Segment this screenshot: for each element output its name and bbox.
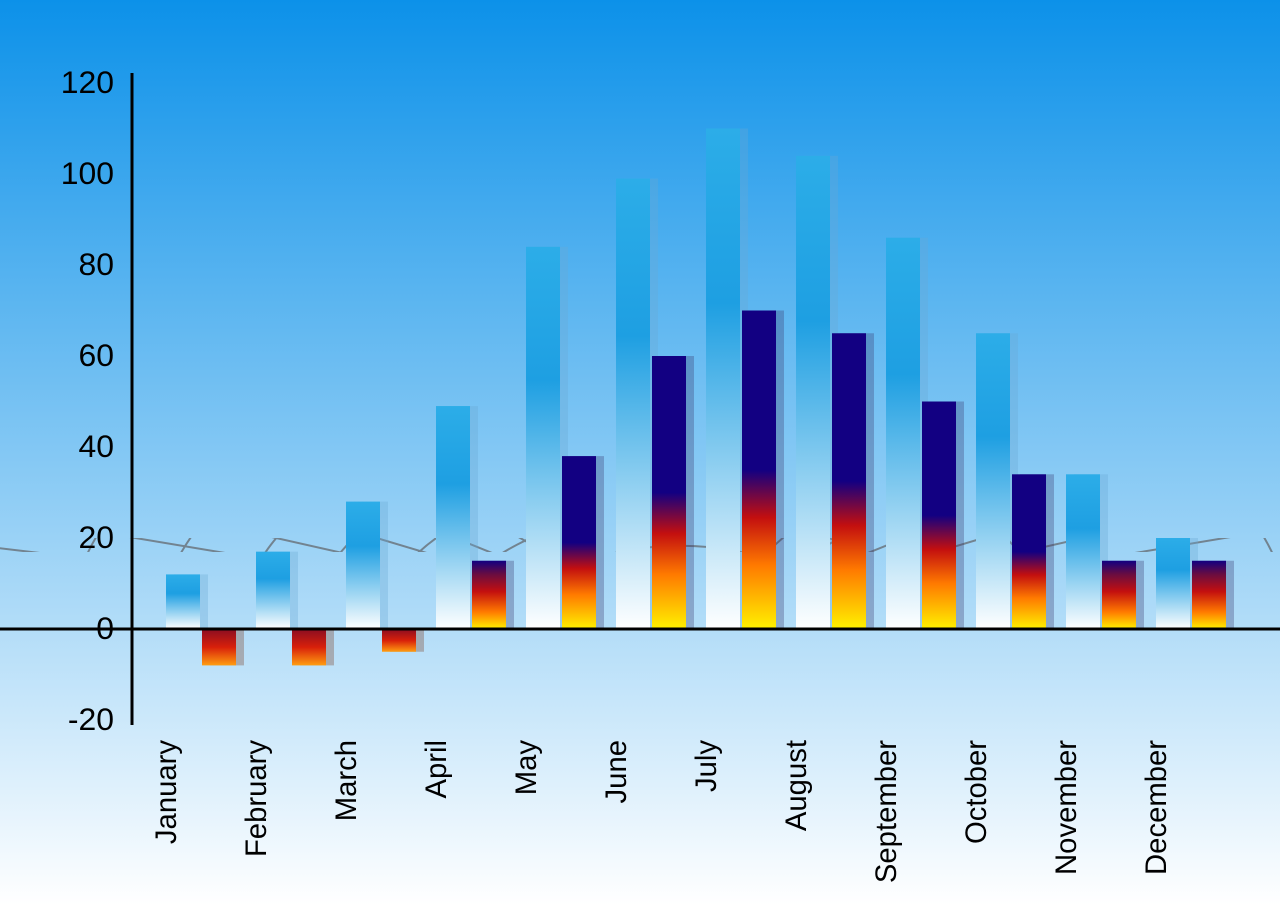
bar-series2 [562,456,596,629]
y-tick-label: 40 [79,428,115,464]
bar-series1 [886,238,920,629]
bar-series1 [1066,474,1100,629]
bar-series2 [832,333,866,629]
bar-series1 [616,179,650,629]
bar-series2 [652,356,686,629]
category-label: June [601,740,633,803]
chart-svg: -20 0 20 40 60 80 100 120 January February March A… [0,0,1280,905]
bar-series2 [202,629,236,665]
bar-series1 [796,156,830,629]
bar-series1 [346,502,380,629]
bar-series1 [976,333,1010,629]
bar-series1 [1156,538,1190,629]
category-label: February [241,740,273,857]
category-label: March [331,740,363,821]
monthly-bar-chart: -20 0 20 40 60 80 100 120 January February March A… [0,0,1280,905]
y-tick-label: 80 [79,246,115,282]
bar-series1 [706,129,740,630]
bar-series2 [1192,561,1226,629]
y-tick-label: 100 [61,155,114,191]
category-label: August [781,740,813,831]
category-label: May [511,740,543,796]
bar-series1 [436,406,470,629]
y-tick-label: 20 [79,519,115,555]
y-tick-label: -20 [68,701,114,737]
y-tick-label: 60 [79,337,115,373]
bar-series1 [166,574,200,629]
bar-series2 [922,402,956,630]
category-label: December [1141,740,1173,875]
category-label: November [1051,740,1083,875]
category-label: September [871,740,903,883]
y-tick-label: 120 [61,64,114,100]
bar-series2 [1012,474,1046,629]
bar-series2 [1102,561,1136,629]
category-label: October [961,740,993,844]
bar-series1 [256,552,290,629]
category-label: April [421,740,453,799]
bar-series2 [472,561,506,629]
bar-series2 [742,311,776,630]
category-label: January [151,740,183,844]
bar-series2 [382,629,416,652]
bar-series1 [526,247,560,629]
category-label: July [691,740,723,792]
y-tick-label: 0 [96,610,114,646]
bar-series2 [292,629,326,665]
